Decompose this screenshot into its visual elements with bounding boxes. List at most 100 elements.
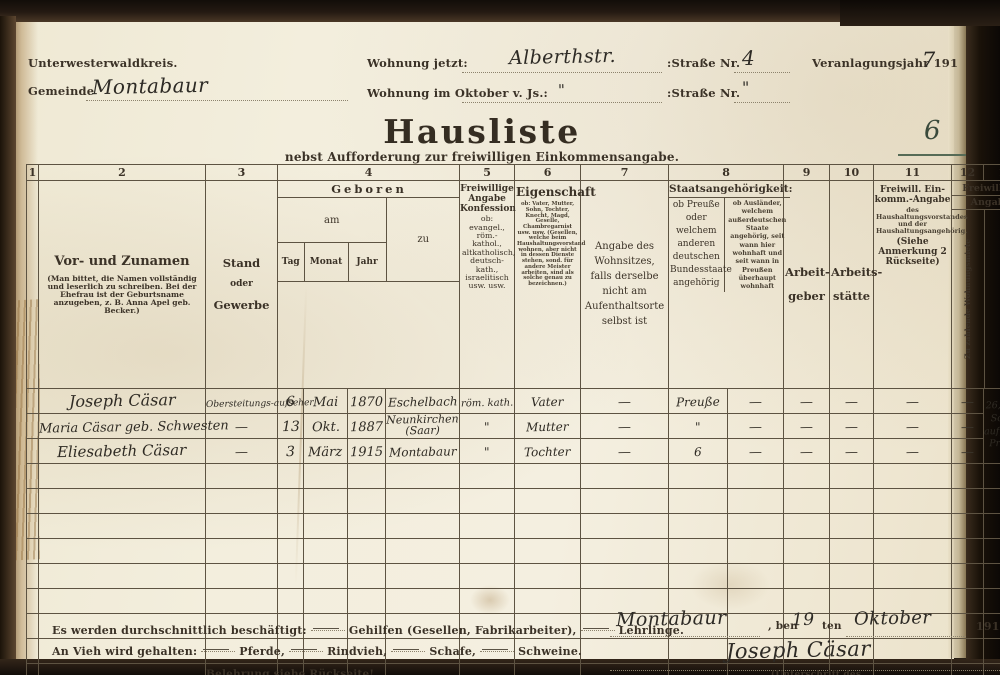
cell-empty[interactable] (38, 462, 206, 489)
cell-empty[interactable] (38, 587, 206, 614)
cell-empty[interactable] (277, 587, 304, 614)
cell-empty[interactable] (26, 512, 39, 539)
cell-einkommen[interactable]: — (873, 437, 953, 464)
cell-empty[interactable] (668, 537, 729, 564)
table-row-empty[interactable] (26, 612, 1000, 639)
cell-empty[interactable] (951, 637, 985, 664)
cell-empty[interactable] (783, 512, 831, 539)
cell-empty[interactable] (829, 537, 875, 564)
cell-empty[interactable] (205, 512, 278, 539)
cell-name[interactable]: Eliesabeth Cäsar (38, 437, 206, 464)
cell-jahr[interactable]: 1915 (347, 437, 386, 464)
cell-empty[interactable] (26, 462, 39, 489)
cell-empty[interactable] (384, 587, 461, 614)
cell-empty[interactable] (783, 637, 831, 664)
cell-empty[interactable] (26, 662, 39, 675)
cell-empty[interactable] (459, 662, 516, 675)
cell-empty[interactable] (384, 562, 461, 589)
cell-arbeitgeber[interactable]: — (783, 387, 831, 414)
cell-wohnsitz[interactable]: — (580, 412, 670, 439)
cell-arbeitsstaette[interactable]: — (829, 437, 875, 464)
cell-empty[interactable] (303, 512, 348, 539)
cell-empty[interactable] (983, 587, 1000, 614)
cell-empty[interactable] (514, 562, 582, 589)
table-row-empty[interactable] (26, 512, 1000, 539)
cell-eigenschaft[interactable]: Tochter (514, 437, 582, 464)
cell-monat[interactable]: Okt. (303, 412, 348, 439)
cell-empty[interactable] (459, 637, 516, 664)
cell-empty[interactable] (303, 487, 348, 514)
cell-empty[interactable] (783, 612, 831, 639)
cell-name[interactable]: Joseph Cäsar (38, 387, 206, 414)
footer-blank-pferde[interactable] (201, 649, 236, 652)
cell-empty[interactable] (727, 587, 785, 614)
cell-abzuege[interactable]: 26,90 M Schul- aufgaben Prämie (983, 387, 1000, 464)
cell-empty[interactable] (783, 487, 831, 514)
cell-empty[interactable] (205, 537, 278, 564)
cell-arbeitsstaette[interactable]: — (829, 412, 875, 439)
cell-monat[interactable]: Mai (303, 387, 348, 414)
cell-empty[interactable] (951, 587, 985, 614)
cell-empty[interactable] (983, 637, 1000, 664)
cell-empty[interactable] (873, 462, 953, 489)
cell-empty[interactable] (668, 512, 729, 539)
cell-empty[interactable] (983, 537, 1000, 564)
cell-empty[interactable] (384, 612, 461, 639)
cell-empty[interactable] (514, 462, 582, 489)
cell-arbeitsstaette[interactable]: — (829, 387, 875, 414)
cell-nr[interactable] (26, 387, 39, 414)
cell-empty[interactable] (205, 487, 278, 514)
cell-name[interactable]: Maria Cäsar geb. Schwesten (38, 412, 229, 439)
cell-empty[interactable] (580, 562, 670, 589)
cell-empty[interactable] (727, 487, 785, 514)
cell-empty[interactable] (277, 537, 304, 564)
cell-eigenschaft[interactable]: Mutter (514, 412, 582, 439)
table-row-empty[interactable] (26, 537, 1000, 564)
cell-empty[interactable] (26, 612, 39, 639)
cell-empty[interactable] (829, 612, 875, 639)
cell-empty[interactable] (303, 587, 348, 614)
cell-empty[interactable] (277, 562, 304, 589)
cell-jahr[interactable]: 1887 (347, 412, 386, 439)
cell-empty[interactable] (384, 637, 461, 664)
table-row-empty[interactable] (26, 562, 1000, 589)
cell-empty[interactable] (829, 487, 875, 514)
cell-empty[interactable] (668, 487, 729, 514)
cell-empty[interactable] (38, 562, 206, 589)
cell-empty[interactable] (38, 537, 206, 564)
cell-eigenschaft[interactable]: Vater (514, 387, 582, 414)
cell-empty[interactable] (384, 662, 461, 675)
cell-staat-links[interactable]: " (668, 412, 729, 439)
table-row[interactable]: Joseph Cäsar Obersteitungs-aufseher 6 Ma… (26, 387, 1000, 464)
table-row-empty[interactable] (26, 662, 1000, 675)
cell-empty[interactable] (26, 587, 39, 614)
cell-empty[interactable] (668, 612, 729, 639)
cell-staat-rechts[interactable]: — (727, 437, 785, 464)
cell-empty[interactable] (205, 462, 278, 489)
cell-empty[interactable] (384, 512, 461, 539)
cell-stand[interactable]: Obersteitungs-aufseher (205, 387, 314, 414)
cell-empty[interactable] (347, 562, 386, 589)
cell-empty[interactable] (384, 537, 461, 564)
cell-empty[interactable] (347, 537, 386, 564)
cell-tag[interactable]: 13 (277, 412, 304, 439)
footer-blank-schafe[interactable] (391, 649, 426, 652)
cell-empty[interactable] (26, 487, 39, 514)
cell-empty[interactable] (347, 462, 386, 489)
cell-staat-links[interactable]: Preuße (668, 387, 729, 414)
cell-empty[interactable] (983, 462, 1000, 489)
cell-empty[interactable] (277, 612, 304, 639)
cell-empty[interactable] (951, 512, 985, 539)
cell-empty[interactable] (727, 562, 785, 589)
cell-empty[interactable] (384, 462, 461, 489)
cell-empty[interactable] (514, 587, 582, 614)
cell-empty[interactable] (580, 587, 670, 614)
cell-empty[interactable] (347, 487, 386, 514)
table-row-empty[interactable] (26, 462, 1000, 489)
cell-stand[interactable]: — (205, 437, 278, 464)
cell-miete[interactable]: — (951, 437, 985, 464)
footer-blank-rindvieh[interactable] (289, 649, 324, 652)
cell-empty[interactable] (26, 637, 39, 664)
cell-empty[interactable] (514, 512, 582, 539)
cell-empty[interactable] (277, 487, 304, 514)
